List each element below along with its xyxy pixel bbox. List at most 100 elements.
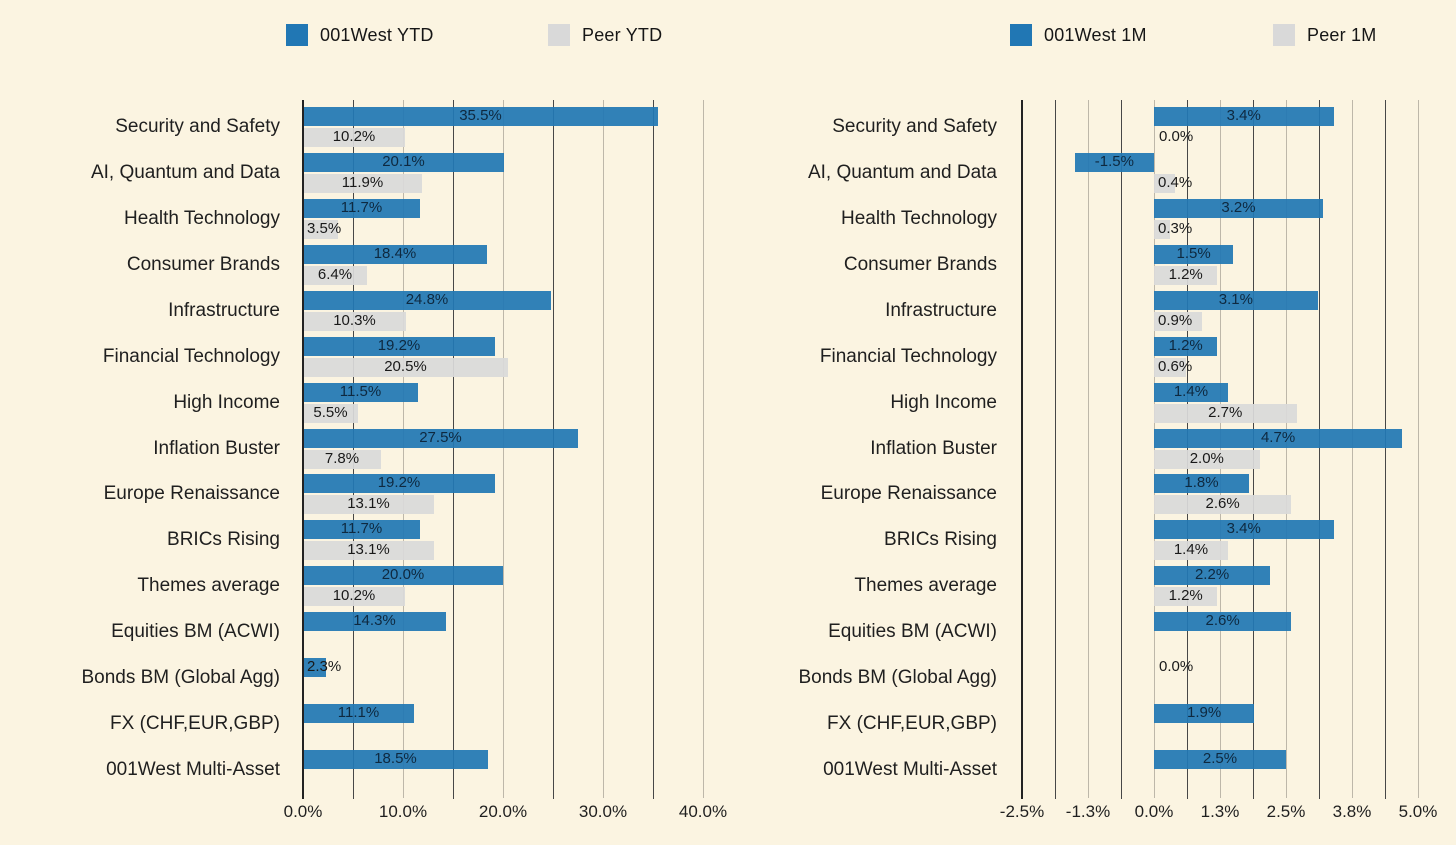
category-label: FX (CHF,EUR,GBP) [110, 713, 280, 735]
bar-peer [303, 449, 381, 469]
category-label: Themes average [137, 575, 280, 597]
x-axis-label: 0.0% [1134, 802, 1174, 821]
axis-tick [1220, 789, 1221, 798]
value-label: 13.1% [347, 541, 390, 559]
gridline-major [703, 100, 704, 789]
axis-edge [302, 100, 304, 799]
bar-peer [303, 587, 405, 607]
bar-peer [1154, 357, 1186, 377]
bar-001west [1154, 198, 1323, 218]
bar-peer [303, 541, 434, 561]
bar-001west [303, 382, 418, 402]
axis-tick [353, 789, 354, 799]
bar-peer [1154, 265, 1218, 285]
value-label: 18.4% [373, 244, 417, 262]
value-label: 1.2% [1168, 336, 1203, 354]
x-axis-label: 10.0% [378, 802, 428, 821]
value-label: 0.4% [1158, 173, 1193, 191]
value-label: 0.0% [1159, 658, 1194, 676]
axis-tick [1055, 789, 1056, 799]
axis-tick [403, 789, 404, 798]
legend-label: 001West 1M [1044, 25, 1147, 45]
value-label: 20.5% [384, 357, 427, 375]
value-label: 2.3% [307, 658, 342, 676]
gridline-minor [1055, 100, 1056, 789]
bar-peer [303, 128, 405, 147]
category-label: Security and Safety [115, 116, 280, 137]
x-axis-label: 0.0% [283, 802, 323, 821]
value-label: 11.5% [339, 382, 382, 400]
category-label: Europe Renaissance [103, 483, 280, 505]
bar-001west [303, 198, 420, 218]
value-label: 6.4% [317, 265, 353, 283]
gridline-major [1418, 100, 1419, 789]
bar-peer [1154, 449, 1260, 469]
category-label: Bonds BM (Global Agg) [798, 667, 997, 689]
axis-tick [653, 789, 654, 799]
x-axis-label: 5.0% [1398, 802, 1438, 821]
bar-001west [1154, 244, 1234, 264]
value-label: 11.1% [337, 704, 380, 722]
gridline-minor [653, 100, 654, 789]
legend-item-001west-1m: 001West 1M [1010, 24, 1147, 46]
category-label: High Income [173, 391, 280, 413]
value-label: 3.2% [1221, 198, 1256, 216]
bar-001west [303, 704, 414, 724]
bar-001west [303, 474, 495, 494]
value-label: 2.6% [1205, 495, 1240, 513]
bar-001west [303, 244, 487, 264]
value-label: 5.5% [313, 403, 348, 421]
value-label: 2.6% [1205, 612, 1240, 630]
bar-peer [1154, 541, 1228, 561]
category-label: Consumer Brands [126, 253, 280, 275]
bar-peer [303, 173, 422, 193]
category-label: Financial Technology [819, 345, 997, 367]
category-label: 001West Multi-Asset [106, 759, 280, 781]
value-label: 0.9% [1158, 311, 1193, 329]
category-label: Inflation Buster [153, 437, 280, 459]
axis-tick [1187, 789, 1188, 799]
category-label: Health Technology [124, 207, 280, 229]
legend-swatch-gray-icon [548, 24, 570, 46]
axis-tick [1352, 789, 1353, 798]
bar-peer [303, 357, 508, 377]
category-label: FX (CHF,EUR,GBP) [827, 713, 997, 735]
value-label: 2.5% [1202, 750, 1238, 768]
bar-001west [1154, 382, 1228, 402]
category-label: Inflation Buster [870, 437, 997, 459]
bar-001west [1074, 152, 1154, 172]
bar-peer [303, 311, 406, 331]
value-label: 19.2% [377, 336, 421, 354]
x-axis-label: -1.3% [1065, 802, 1111, 821]
value-label: 0.3% [1158, 219, 1193, 237]
value-label: 2.7% [1208, 403, 1243, 421]
gridline-major [1088, 100, 1089, 789]
legend-item-001west-ytd: 001West YTD [286, 24, 434, 46]
bar-001west [1154, 750, 1286, 770]
category-label: Equities BM (ACWI) [111, 621, 280, 643]
category-label: Financial Technology [102, 345, 280, 367]
category-label: Themes average [854, 575, 997, 597]
legend-item-peer-1m: Peer 1M [1273, 24, 1376, 46]
legend-label: 001West YTD [320, 25, 434, 45]
category-label: Infrastructure [885, 299, 997, 321]
category-label: 001West Multi-Asset [823, 759, 997, 781]
legend-label: Peer YTD [582, 25, 663, 45]
value-label: 3.1% [1218, 290, 1253, 308]
legend-item-peer-ytd: Peer YTD [548, 24, 662, 46]
value-label: 7.8% [324, 449, 360, 467]
bar-peer [1154, 311, 1202, 331]
value-label: 20.0% [381, 566, 425, 584]
bar-001west [1154, 612, 1292, 632]
bar-001west [1154, 336, 1218, 356]
value-label: -1.5% [1094, 152, 1134, 170]
axis-tick [1253, 789, 1254, 799]
value-label: 11.7% [340, 520, 383, 538]
bar-001west [303, 428, 578, 448]
legend-swatch-blue-icon [1010, 24, 1032, 46]
axis-tick [1121, 789, 1122, 799]
axis-tick [1319, 789, 1320, 799]
